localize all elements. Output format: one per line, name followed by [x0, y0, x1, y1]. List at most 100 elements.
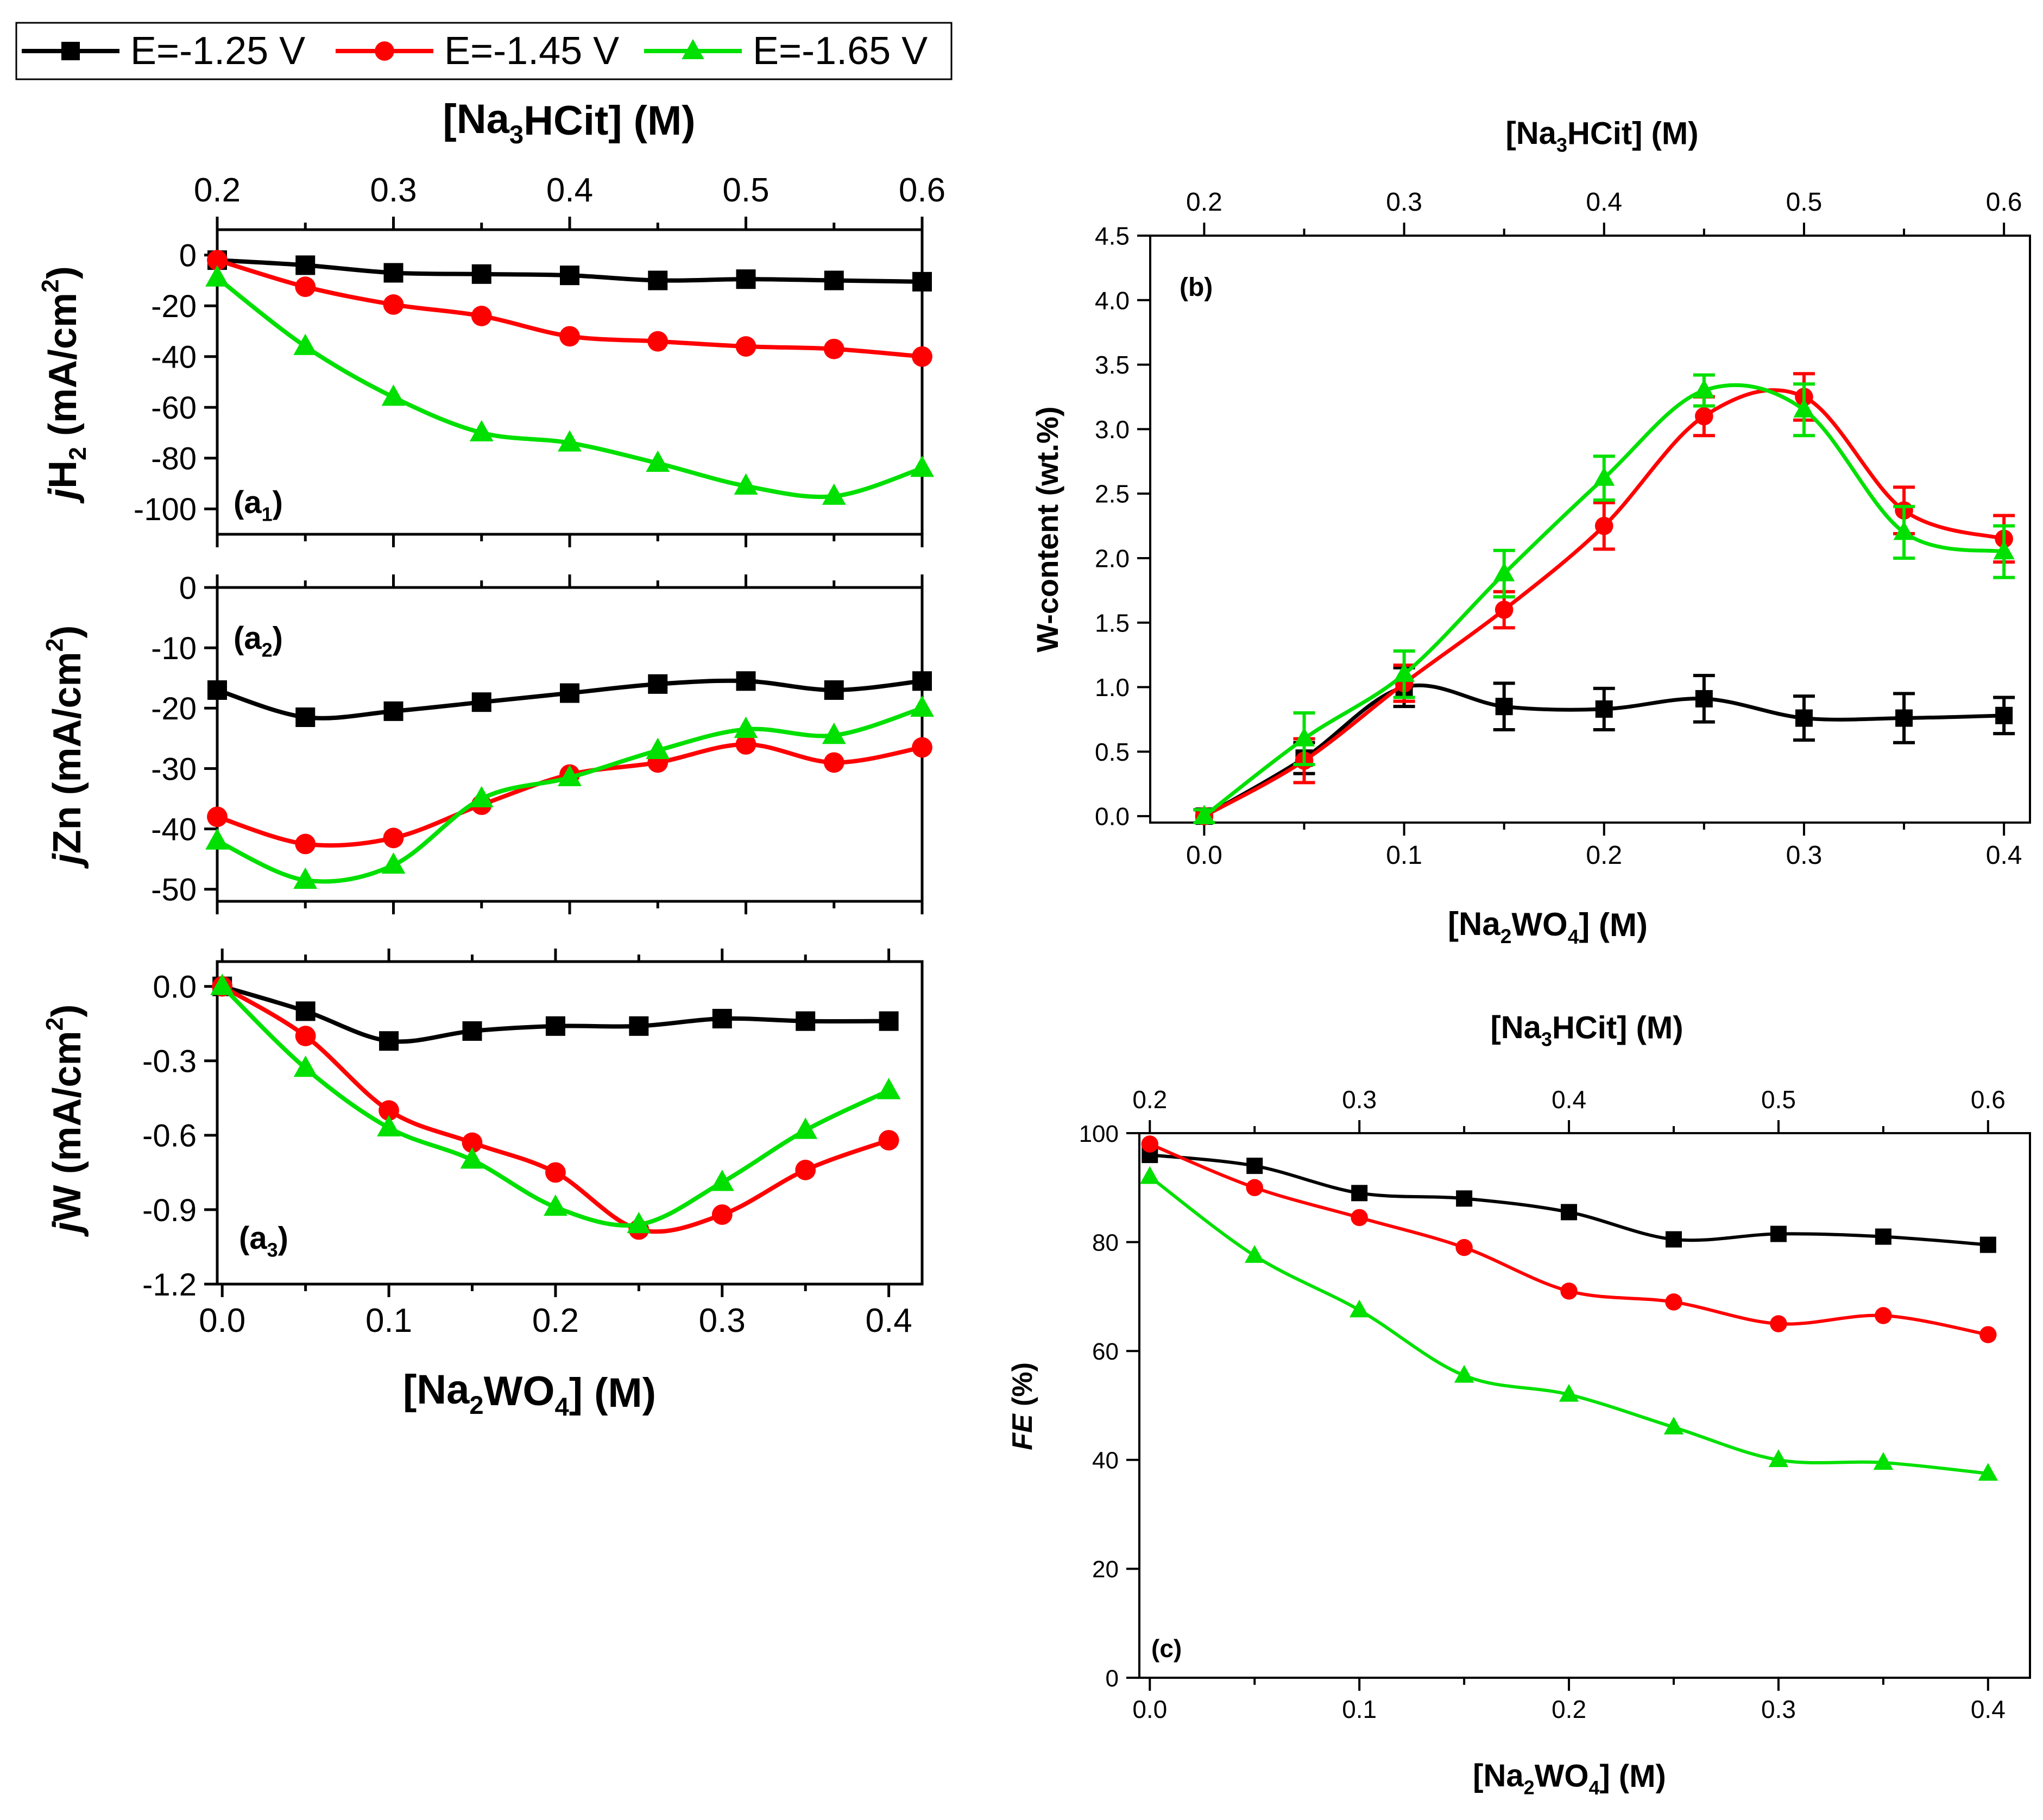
a1-point-2-4 [558, 430, 582, 452]
a2-point-0-3 [471, 692, 491, 712]
a1-point-1-8 [912, 346, 932, 367]
a3-ytick-label-1: -0.3 [142, 1044, 197, 1079]
c-point-2-1 [1244, 1245, 1265, 1263]
c-x-axis-title-part-3: 4 [1588, 1777, 1599, 1799]
c-x-axis-title-part-0: [Na [1473, 1758, 1524, 1793]
a1-point-0-3 [471, 264, 491, 284]
a1-point-2-2 [381, 384, 406, 406]
a3-panel-label-part-1: 3 [267, 1239, 278, 1261]
panel-b: 0.0 0.5 1.0 1.5 2.0 2.5 3.0 3.5 4.0 4.5 0.0 0.1 0.2 0… [1030, 116, 2031, 948]
b-point-2-8 [1993, 540, 2015, 560]
a2-point-1-8 [912, 737, 932, 758]
b-top-axis-title-part-2: HCit] (M) [1567, 116, 1699, 151]
b-point-0-7 [1895, 709, 1913, 727]
c-toptick-label-1: 0.3 [1342, 1085, 1377, 1114]
c-x-axis-title: [Na2WO4] (M) [1473, 1758, 1666, 1799]
a2-ytick-label-5: -50 [151, 873, 197, 908]
a3-point-2-5 [627, 1211, 651, 1234]
a1-y-axis-title: jH2 (mA/cm2) [37, 266, 91, 504]
a2-panel-label-part-1: 2 [262, 639, 273, 661]
b-ytick-label-9: 4.5 [1095, 222, 1130, 250]
a3-point-2-4 [543, 1194, 568, 1216]
a1-point-2-6 [734, 473, 758, 495]
b-point-0-4 [1595, 700, 1613, 718]
c-point-0-6 [1770, 1225, 1787, 1242]
a3-x-axis-title: [Na2WO4] (M) [403, 1367, 656, 1421]
a2-ytick-label-2: -20 [151, 691, 197, 726]
b-point-2-6 [1793, 398, 1815, 418]
panel-c: 0 20 40 60 80 100 0.0 0.1 0.2 0.3 0.4 0.2 0.3 0.4 0.5 0… [1007, 1010, 2031, 1799]
c-point-2-6 [1768, 1449, 1789, 1468]
c-series-line-0 [1149, 1153, 1989, 1247]
a2-point-2-7 [822, 722, 846, 744]
b-x-axis-title-part-0: [Na [1448, 906, 1500, 942]
a1-point-0-8 [912, 271, 932, 292]
a1-toptick-label-4: 0.6 [899, 172, 945, 209]
a1-y-axis-title-part-2: 2 [65, 447, 91, 460]
a1-y-axis-title-part-1: H [41, 460, 85, 489]
legend-frame [15, 22, 953, 80]
c-point-1-7 [1875, 1307, 1892, 1324]
a2-point-1-7 [823, 752, 844, 773]
a1-point-0-4 [560, 266, 579, 286]
a3-x-axis-title-part-3: 4 [554, 1392, 569, 1421]
c-point-2-4 [1559, 1383, 1579, 1402]
b-toptick-label-3: 0.5 [1786, 188, 1823, 217]
c-point-2-2 [1349, 1299, 1370, 1318]
a2-frame [216, 586, 924, 903]
a2-y-axis-title-part-0: j [46, 852, 89, 869]
a2-ytick-label-4: -40 [151, 812, 197, 847]
a1-toptick-label-1: 0.3 [370, 172, 417, 209]
a3-y-axis-title: jW (mA/cm2) [42, 1004, 89, 1237]
a3-point-0-3 [462, 1021, 482, 1041]
a1-point-1-1 [295, 276, 316, 298]
a3-xtick-label-0: 0.0 [199, 1302, 245, 1339]
a1-ytick-label-2: -40 [151, 340, 197, 375]
c-toptick-label-4: 0.6 [1971, 1085, 2006, 1114]
a3-point-1-4 [545, 1162, 566, 1183]
b-toptick-label-4: 0.6 [1986, 188, 2022, 217]
a1-point-2-7 [822, 483, 846, 505]
a1-point-0-7 [824, 270, 844, 290]
c-top-axis-title-part-2: HCit] (M) [1552, 1010, 1683, 1046]
c-ytick-label-4: 80 [1092, 1229, 1119, 1256]
a3-y-axis-title-part-1: W [46, 1185, 89, 1222]
a3-point-0-4 [545, 1016, 565, 1036]
c-x-axis-title-part-4: ] (M) [1599, 1759, 1666, 1794]
a2-y-axis-title-part-1: Zn [46, 806, 89, 854]
c-y-axis-title: FE (%) [1007, 1362, 1038, 1450]
a2-point-0-0 [207, 680, 227, 700]
c-point-0-5 [1666, 1231, 1682, 1248]
a2-point-0-7 [824, 680, 844, 700]
a2-point-2-0 [205, 828, 229, 850]
c-point-0-7 [1875, 1228, 1891, 1245]
c-point-1-0 [1141, 1135, 1159, 1153]
a1-panel-label-part-2: ) [273, 485, 283, 521]
c-ytick-label-1: 20 [1092, 1556, 1119, 1583]
a3-panel-label-part-2: ) [278, 1221, 288, 1256]
a3-x-axis-title-part-1: 2 [469, 1391, 483, 1419]
a3-panel-label-part-0: (a [239, 1221, 267, 1256]
c-ytick-label-3: 60 [1092, 1338, 1119, 1365]
a1-ytick-label-5: -100 [134, 492, 197, 527]
c-ytick-label-2: 40 [1092, 1448, 1119, 1474]
legend-marker-2 [682, 39, 704, 59]
b-x-axis-title-part-4: ] (M) [1579, 907, 1648, 943]
a1-point-0-2 [383, 263, 403, 283]
c-point-1-6 [1770, 1315, 1787, 1332]
c-point-0-8 [1979, 1236, 1996, 1253]
a1-top-axis-title-part-0: [Na [443, 96, 509, 142]
c-xtick-label-2: 0.2 [1552, 1695, 1586, 1723]
a2-point-2-2 [381, 852, 406, 874]
a3-point-1-8 [878, 1130, 899, 1151]
c-x-axis-title-part-1: 2 [1524, 1777, 1535, 1799]
a3-point-2-3 [460, 1147, 484, 1169]
b-series-line-2 [1203, 383, 2004, 818]
a2-ytick-label-1: -10 [151, 631, 197, 666]
panel-a2: 0-10-20-30-40-50(a2)jZn (mA/cm2) [42, 571, 934, 914]
a3-point-2-6 [710, 1170, 734, 1191]
a3-y-axis-title-part-4: ) [45, 1004, 88, 1018]
c-y-axis-title-part-1: (%) [1007, 1362, 1038, 1406]
c-point-0-3 [1456, 1190, 1473, 1207]
a2-point-1-6 [735, 734, 756, 755]
